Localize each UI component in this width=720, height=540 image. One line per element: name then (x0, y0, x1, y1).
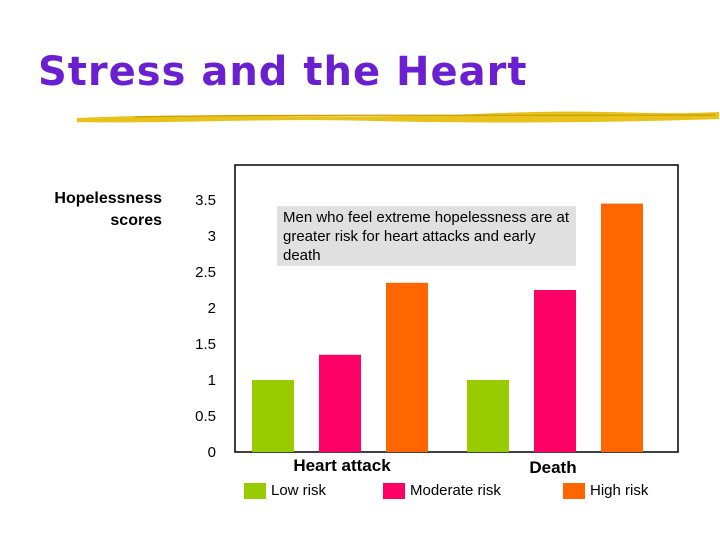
slide-title: Stress and the Heart (38, 49, 528, 95)
y-tick-label: 0 (208, 444, 216, 461)
legend-label-low-risk: Low risk (271, 482, 327, 499)
y-tick-labels: 0 0.5 1 1.5 2 2.5 3 3.5 (195, 192, 216, 461)
legend-item-high-risk: High risk (563, 482, 648, 499)
legend-swatch-moderate-risk (383, 482, 405, 499)
y-tick-label: 2 (208, 300, 216, 317)
legend-swatch-low-risk (244, 482, 266, 499)
chart-annotation: Men who feel extreme hopelessness are at… (277, 206, 576, 266)
category-label: Heart attack (293, 456, 391, 475)
category-label: Death (529, 458, 576, 477)
y-tick-label: 1.5 (195, 336, 216, 353)
bar-high-risk-heart-attack (386, 282, 428, 452)
bar-moderate-risk-heart-attack (319, 354, 361, 452)
legend-swatch-high-risk (563, 482, 585, 499)
y-tick-label: 3 (208, 228, 216, 245)
legend-label-high-risk: High risk (590, 482, 649, 499)
y-tick-label: 3.5 (195, 192, 216, 209)
bar-high-risk-death (601, 203, 643, 452)
legend-label-moderate-risk: Moderate risk (410, 482, 501, 499)
title-underline (77, 111, 719, 123)
bar-moderate-risk-death (534, 290, 576, 452)
bar-low-risk-death (467, 380, 509, 452)
y-axis-title: Hopelessness scores (54, 190, 162, 229)
y-tick-label: 0.5 (195, 408, 216, 425)
bar-low-risk-heart-attack (252, 380, 294, 452)
y-tick-label: 1 (208, 372, 216, 389)
legend-item-moderate-risk: Moderate risk (383, 482, 501, 499)
bars (252, 203, 643, 452)
category-labels: Heart attack Death (293, 456, 576, 477)
legend-item-low-risk: Low risk (244, 482, 326, 499)
y-tick-label: 2.5 (195, 264, 216, 281)
